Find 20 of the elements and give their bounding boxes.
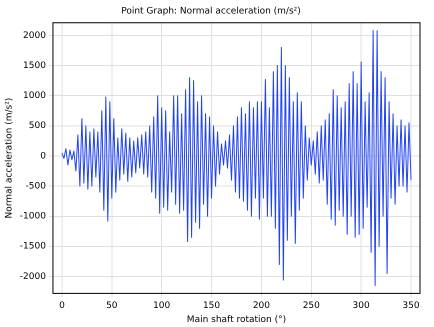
x-tick-label: 200	[252, 301, 270, 312]
y-tick-label: 0	[40, 151, 46, 162]
x-tick-label: 150	[202, 301, 220, 312]
x-tick-label: 100	[153, 301, 171, 312]
x-tick-label: 300	[352, 301, 370, 312]
y-tick-label: 2000	[23, 30, 46, 41]
y-axis-title: Normal acceleration (m/s²)	[4, 98, 15, 219]
y-tick-label: 1000	[23, 91, 46, 102]
x-axis-title: Main shaft rotation (°)	[186, 314, 286, 325]
y-tick-label: 1500	[23, 60, 46, 71]
x-tick-label: 250	[302, 301, 320, 312]
y-tick-label: -1000	[20, 212, 46, 222]
y-tick-label: -1500	[20, 242, 46, 252]
x-tick-label: 0	[59, 301, 66, 312]
y-tick-label: -500	[26, 181, 46, 192]
chart-title: Point Graph: Normal acceleration (m/s²)	[121, 6, 301, 17]
x-tick-label: 50	[106, 301, 118, 312]
y-tick-label: 500	[28, 121, 46, 132]
x-tick-label: 350	[402, 301, 420, 312]
y-tick-label: -2000	[20, 272, 46, 282]
